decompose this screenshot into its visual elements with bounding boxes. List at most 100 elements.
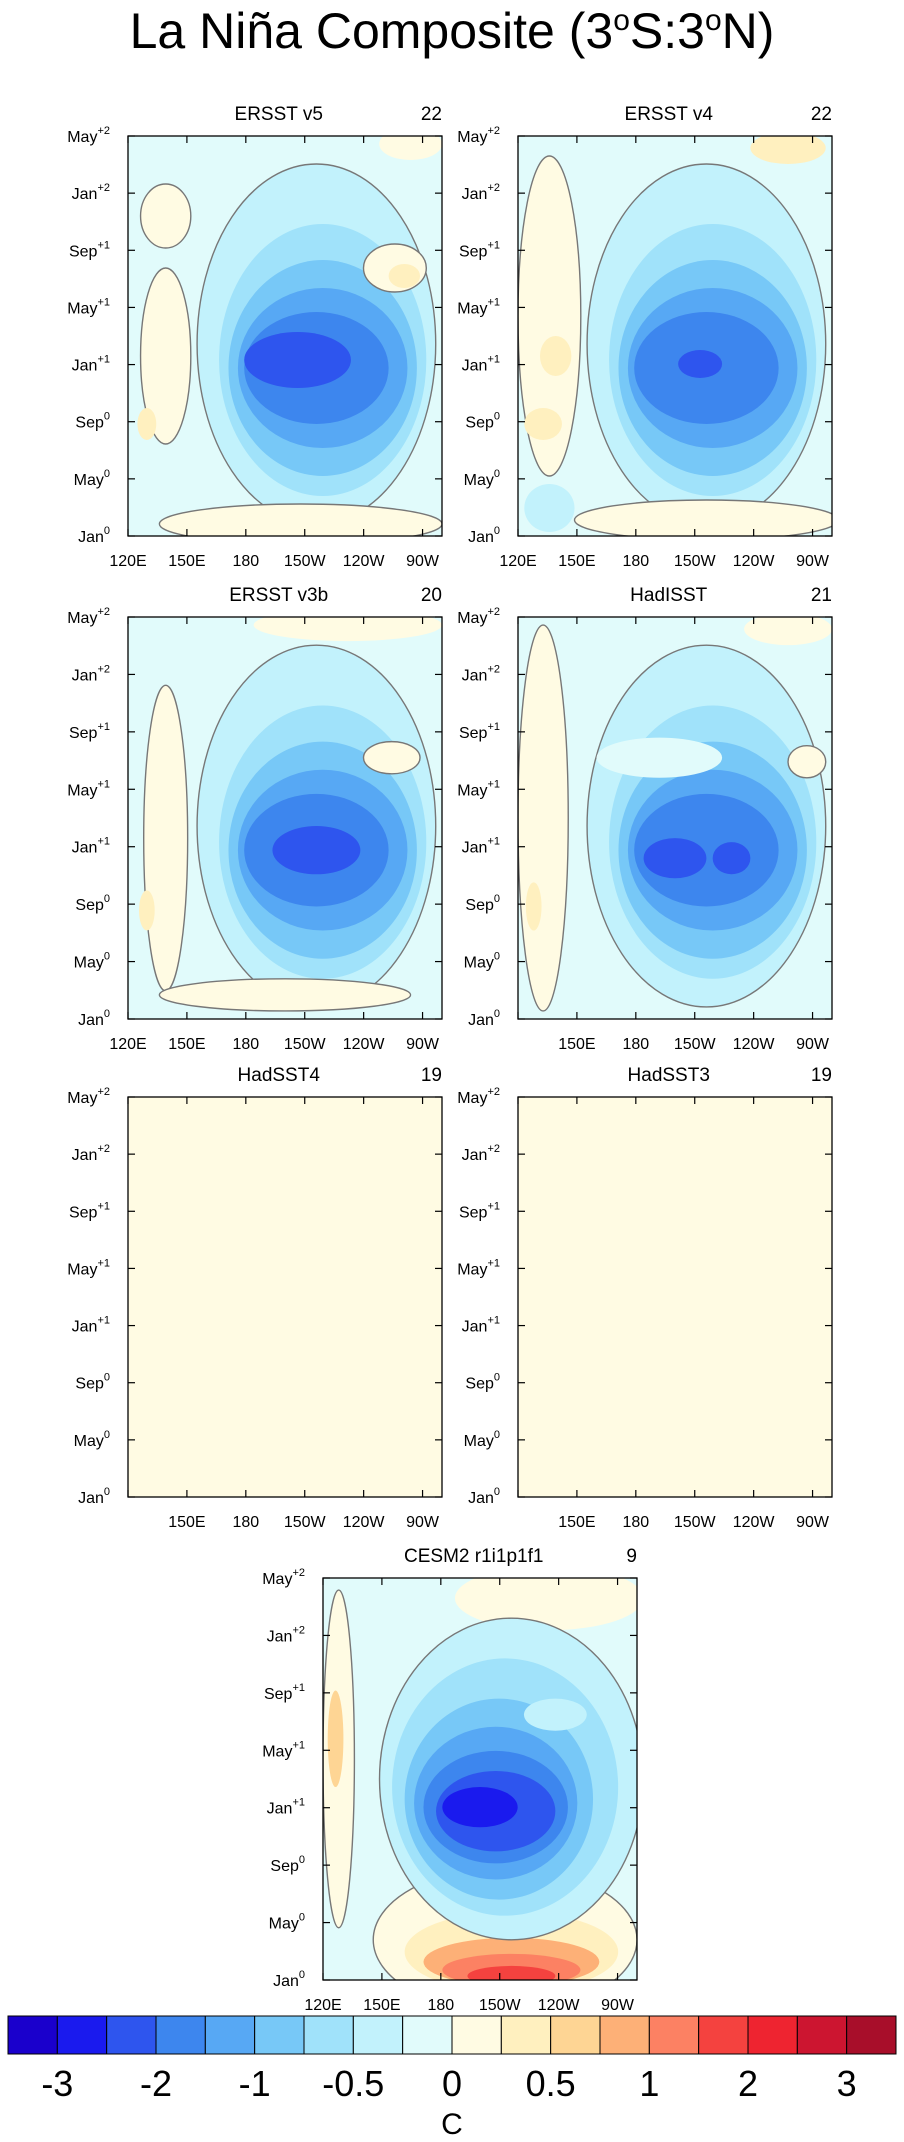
panel-count: 22 (811, 104, 832, 125)
contour-region (539, 336, 572, 376)
x-tick-label: 150E (558, 1514, 595, 1531)
panel-frame (517, 1096, 833, 1498)
contour-region (596, 737, 723, 778)
x-tick-label: 150E (168, 1036, 205, 1053)
colorbar-units: C (441, 2108, 463, 2141)
contour-region (142, 684, 189, 992)
contour-region (525, 882, 542, 931)
x-tick-label: 150E (168, 553, 205, 570)
y-tick-label: Jan0 (78, 1486, 110, 1507)
x-tick-label: 150W (284, 1514, 327, 1531)
y-tick-label: Jan0 (468, 525, 500, 546)
panel-title: ERSST v4 (625, 104, 714, 125)
y-tick-label: Jan0 (78, 525, 110, 546)
colorbar-label: -0.5 (322, 2063, 384, 2104)
field-background (128, 1097, 442, 1497)
colorbar-label: 3 (837, 2063, 857, 2104)
colorbar-swatch (254, 2015, 305, 2055)
contour-region (388, 264, 421, 288)
colorbar-swatch (599, 2015, 650, 2055)
x-tick-label: 150W (284, 553, 327, 570)
contour-region (379, 136, 442, 160)
colorbar-swatch (155, 2015, 206, 2055)
contour-region (272, 826, 361, 875)
x-tick-label: 90W (601, 1997, 635, 2014)
colorbar-swatch (56, 2015, 108, 2055)
y-tick-label: May0 (464, 1429, 500, 1450)
y-tick-label: May+1 (457, 296, 500, 317)
contour-region (634, 793, 779, 907)
panel-ersst-v5: ERSST v5 22 May+2 Jan+2 Sep+1 May+1 Jan+1 Sep0 M… (67, 104, 443, 570)
y-tick-label: Jan0 (273, 1969, 305, 1990)
heatmap-field (518, 617, 832, 1019)
y-tick-label: Sep0 (465, 1372, 500, 1393)
heatmap-field (128, 617, 442, 1019)
contour-region (253, 617, 442, 642)
x-tick-label: 150W (284, 1036, 327, 1053)
y-tick-label: Jan+2 (462, 182, 500, 203)
y-tick-label: Jan0 (468, 1008, 500, 1029)
colorbar-swatch (106, 2015, 157, 2055)
contour-region (139, 267, 192, 445)
x-tick-label: 180 (232, 553, 259, 570)
y-tick-label: Sep+1 (264, 1682, 305, 1703)
panel-count: 9 (626, 1546, 637, 1567)
x-tick-label: 120W (343, 1514, 386, 1531)
y-tick-label: Jan+2 (462, 1143, 500, 1164)
panel-count: 20 (421, 585, 442, 606)
panel-hadisst: HadISST 21 May+2 Jan+2 Sep+1 May+1 Jan+1 Sep0 Ma… (457, 585, 833, 1053)
colorbar-label: -1 (239, 2063, 271, 2104)
y-tick-label: Sep0 (75, 893, 110, 914)
x-tick-label: 120W (733, 553, 776, 570)
colorbar-swatch (648, 2015, 700, 2055)
panel-frame (322, 1577, 638, 1981)
panel-ersst-v3b: ERSST v3b 20 May+2 Jan+2 Sep+1 May+1 Jan+1 Sep0… (67, 585, 443, 1053)
y-tick-label: Sep+1 (69, 721, 110, 742)
panel-title: CESM2 r1i1p1f1 (404, 1546, 543, 1567)
contour-region (524, 408, 562, 440)
heatmap-field (128, 1097, 442, 1497)
y-tick-label: Jan+1 (462, 354, 500, 375)
colorbar-swatch (747, 2015, 798, 2055)
contour-region (454, 1578, 637, 1631)
y-tick-label: May+2 (262, 1567, 305, 1588)
colorbar-label: 2 (738, 2063, 758, 2104)
x-tick-label: 120W (343, 1036, 386, 1053)
x-tick-label: 120E (109, 553, 146, 570)
contour-region (158, 978, 412, 1012)
contour-region (137, 408, 157, 440)
colorbar-label: 0.5 (526, 2063, 576, 2104)
panel-title: HadSST4 (238, 1065, 321, 1086)
y-tick-label: May0 (464, 951, 500, 972)
contour-region (362, 740, 421, 775)
panel-count: 21 (811, 585, 832, 606)
y-tick-label: Sep0 (75, 411, 110, 432)
contour-region (573, 499, 832, 536)
panel-cesm2-r1i1p1f1: CESM2 r1i1p1f1 9 May+2 Jan+2 Sep+1 May+1 Jan+1… (262, 1546, 638, 2014)
colorbar-swatch (698, 2015, 749, 2055)
contour-region (244, 332, 351, 388)
panel-hadsst3: HadSST3 19 May+2 Jan+2 Sep+1 May+1 Jan+1 Sep0 Ma… (457, 1065, 833, 1531)
x-tick-label: 180 (622, 1036, 649, 1053)
x-tick-label: 120W (343, 553, 386, 570)
x-tick-label: 120E (109, 1036, 146, 1053)
panel-count: 19 (811, 1065, 832, 1086)
panel-frame (517, 616, 833, 1020)
y-tick-label: Sep+1 (459, 239, 500, 260)
contour-region (158, 503, 442, 536)
x-tick-label: 90W (796, 1514, 830, 1531)
heatmap-field (518, 136, 832, 536)
y-tick-label: May+2 (67, 1086, 110, 1107)
heatmap-field (518, 1097, 832, 1497)
y-tick-label: May+2 (457, 125, 500, 146)
panel-title: HadISST (630, 585, 707, 606)
y-tick-label: Sep+1 (459, 1200, 500, 1221)
y-tick-label: May+1 (67, 296, 110, 317)
x-tick-label: 180 (232, 1036, 259, 1053)
colorbar-swatch (204, 2015, 256, 2055)
contour-region (524, 484, 575, 532)
x-tick-label: 150W (674, 553, 717, 570)
y-tick-label: May+2 (67, 606, 110, 627)
y-tick-label: May0 (74, 468, 110, 489)
contour-region (787, 744, 827, 779)
